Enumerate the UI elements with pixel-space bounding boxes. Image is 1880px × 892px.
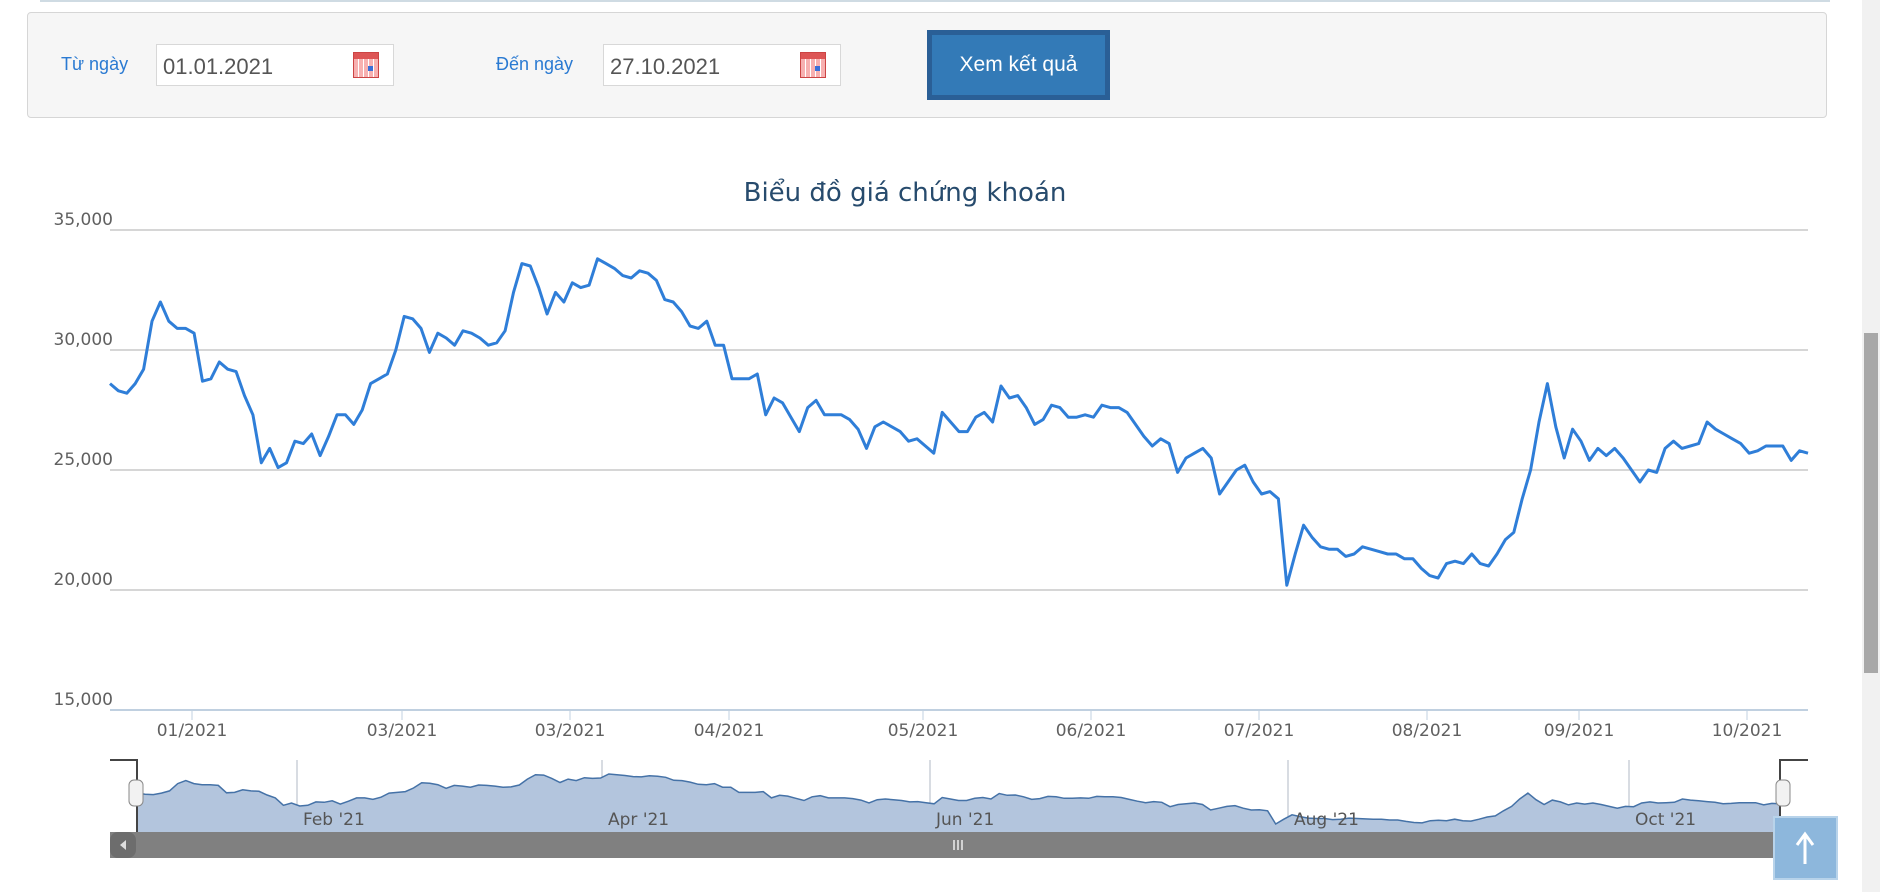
- y-tick-label: 20,000: [54, 570, 113, 590]
- chart-title: Biểu đồ giá chứng khoán: [744, 177, 1067, 208]
- view-results-button[interactable]: Xem kết quả: [927, 30, 1110, 100]
- page-scrollbar-thumb[interactable]: [1864, 333, 1878, 673]
- navigator-area: [137, 774, 1780, 832]
- navigator-right-handle[interactable]: [1775, 779, 1791, 807]
- x-tick-label: 08/2021: [1392, 721, 1463, 741]
- navigator-outline: [110, 759, 1808, 832]
- y-tick-label: 15,000: [54, 690, 113, 710]
- navigator-line: [136, 773, 1781, 826]
- navigator-label: Jun '21: [935, 810, 994, 830]
- x-tick-label: 04/2021: [694, 721, 765, 741]
- navigator[interactable]: Feb '21 Apr '21 Jun '21 Aug '21 Oct '21: [110, 759, 1808, 858]
- scroll-to-top-button[interactable]: [1773, 816, 1838, 880]
- view-results-label: Xem kết quả: [932, 35, 1105, 95]
- to-date-input[interactable]: 27.10.2021: [603, 44, 841, 86]
- scrollbar-grip-icon: [953, 840, 963, 850]
- navigator-left-handle[interactable]: [128, 779, 144, 807]
- from-date-value: 01.01.2021: [163, 54, 274, 79]
- calendar-icon[interactable]: [353, 52, 379, 78]
- to-date-label: Đến ngày: [496, 54, 574, 74]
- y-tick-label: 30,000: [54, 330, 113, 350]
- top-divider: [40, 0, 1830, 2]
- calendar-icon[interactable]: [800, 52, 826, 78]
- x-tick-label: 01/2021: [157, 721, 228, 741]
- from-date-label: Từ ngày: [61, 54, 129, 74]
- navigator-label: Feb '21: [303, 810, 365, 830]
- x-tick-label: 10/2021: [1712, 721, 1783, 741]
- navigator-label: Apr '21: [608, 810, 669, 830]
- x-tick-label: 06/2021: [1056, 721, 1127, 741]
- x-tick-label: 03/2021: [535, 721, 606, 741]
- x-tick-label: 05/2021: [888, 721, 959, 741]
- to-date-value: 27.10.2021: [610, 54, 721, 79]
- arrow-up-icon: [1795, 831, 1815, 864]
- y-tick-label: 25,000: [54, 450, 113, 470]
- x-tick-label: 03/2021: [367, 721, 438, 741]
- navigator-label: Aug '21: [1294, 810, 1359, 830]
- y-tick-label: 35,000: [54, 210, 113, 230]
- navigator-label: Oct '21: [1635, 810, 1696, 830]
- navigator-scrollbar[interactable]: [110, 832, 1808, 858]
- x-tick-label: 07/2021: [1224, 721, 1295, 741]
- chevron-left-icon: [120, 840, 126, 850]
- price-series-line: [109, 257, 1809, 587]
- x-tick-label: 09/2021: [1544, 721, 1615, 741]
- from-date-input[interactable]: 01.01.2021: [156, 44, 394, 86]
